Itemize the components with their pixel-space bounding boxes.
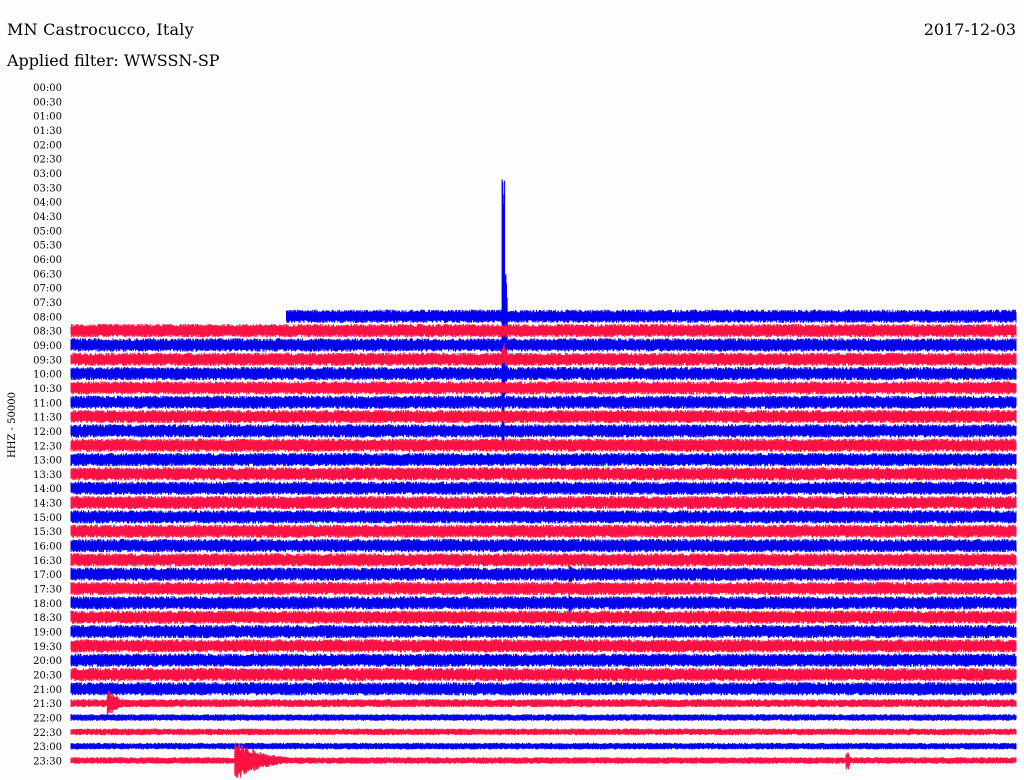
time-tick-label: 10:30 [33, 384, 62, 395]
trace-1000 [70, 362, 1017, 385]
time-tick-label: 20:00 [33, 656, 62, 667]
time-tick-label: 03:30 [33, 183, 62, 194]
time-tick-label: 00:00 [33, 83, 62, 94]
time-tick-label: 05:00 [33, 226, 62, 237]
time-tick-label: 14:00 [33, 484, 62, 495]
trace-2300 [70, 742, 1017, 750]
time-tick-label: 02:00 [33, 140, 62, 151]
time-tick-label: 13:30 [33, 470, 62, 481]
time-tick-label: 18:00 [33, 599, 62, 610]
trace-1130 [70, 409, 1017, 424]
time-tick-label: 17:00 [33, 570, 62, 581]
time-tick-label: 09:30 [33, 355, 62, 366]
time-tick-label: 06:30 [33, 269, 62, 280]
time-tick-label: 03:00 [33, 169, 62, 180]
trace-1500 [70, 510, 1017, 524]
trace-1600 [70, 538, 1017, 553]
trace-0830 [70, 323, 1017, 338]
trace-1630 [70, 553, 1017, 567]
trace-1300 [70, 452, 1017, 467]
trace-1200 [70, 424, 1017, 438]
time-tick-label: 05:30 [33, 241, 62, 252]
time-tick-label: 12:00 [33, 427, 62, 438]
trace-2230 [70, 728, 1017, 736]
trace-1700 [70, 565, 1017, 582]
time-tick-label: 17:30 [33, 585, 62, 596]
time-tick-label: 01:00 [33, 112, 62, 123]
time-tick-label: 01:30 [33, 126, 62, 137]
time-tick-label: 19:00 [33, 628, 62, 639]
trace-1730 [70, 581, 1017, 596]
time-tick-label: 20:30 [33, 671, 62, 682]
time-tick-label: 22:00 [33, 714, 62, 725]
trace-1230 [70, 438, 1017, 452]
time-tick-label: 16:30 [33, 556, 62, 567]
time-tick-label: 16:00 [33, 542, 62, 553]
y-axis-label: HHZ - 50000 [7, 392, 18, 458]
time-tick-label: 04:30 [33, 212, 62, 223]
station-title: MN Castrocucco, Italy [7, 20, 194, 39]
time-tick-label: 23:30 [33, 757, 62, 768]
trace-2200 [70, 714, 1017, 721]
seismic-traces [70, 179, 1017, 778]
time-tick-label: 11:00 [33, 398, 62, 409]
time-tick-label: 04:00 [33, 198, 62, 209]
time-tick-label: 07:00 [33, 284, 62, 295]
time-tick-label: 10:00 [33, 370, 62, 381]
trace-2030 [70, 667, 1017, 682]
time-tick-label: 21:30 [33, 699, 62, 710]
trace-1400 [70, 481, 1017, 495]
time-tick-label: 12:30 [33, 441, 62, 452]
time-tick-label: 06:00 [33, 255, 62, 266]
time-tick-label: 00:30 [33, 97, 62, 108]
trace-2330 [70, 742, 1017, 778]
trace-0800 [286, 179, 1017, 452]
time-tick-label: 15:00 [33, 513, 62, 524]
time-tick-label: 08:30 [33, 327, 62, 338]
trace-1530 [70, 524, 1017, 538]
trace-1930 [70, 639, 1017, 653]
time-tick-label: 18:30 [33, 613, 62, 624]
trace-2000 [70, 653, 1017, 667]
time-tick-label: 02:30 [33, 155, 62, 166]
time-tick-label: 09:00 [33, 341, 62, 352]
trace-1900 [70, 624, 1017, 639]
time-tick-label: 19:30 [33, 642, 62, 653]
time-tick-label: 21:00 [33, 685, 62, 696]
trace-1430 [70, 495, 1017, 510]
time-tick-label: 13:00 [33, 456, 62, 467]
time-tick-label: 23:00 [33, 742, 62, 753]
date-label: 2017-12-03 [923, 20, 1016, 39]
time-tick-label: 08:00 [33, 312, 62, 323]
trace-2130 [70, 691, 1017, 715]
time-tick-label: 22:30 [33, 728, 62, 739]
trace-1330 [70, 467, 1017, 481]
time-tick-labels: 00:00 00:30 01:00 01:30 02:00 02:30 03:00 03:30… [33, 83, 62, 768]
trace-1100 [70, 395, 1017, 409]
trace-2100 [70, 682, 1017, 696]
trace-1030 [70, 381, 1017, 395]
trace-1830 [70, 610, 1017, 624]
time-tick-label: 14:30 [33, 499, 62, 510]
trace-0930 [70, 343, 1017, 374]
trace-0900 [70, 338, 1017, 352]
filter-label: Applied filter: WWSSN-SP [7, 51, 220, 70]
time-tick-label: 07:30 [33, 298, 62, 309]
trace-1800 [70, 593, 1017, 614]
time-tick-label: 15:30 [33, 527, 62, 538]
time-tick-label: 11:30 [33, 413, 62, 424]
